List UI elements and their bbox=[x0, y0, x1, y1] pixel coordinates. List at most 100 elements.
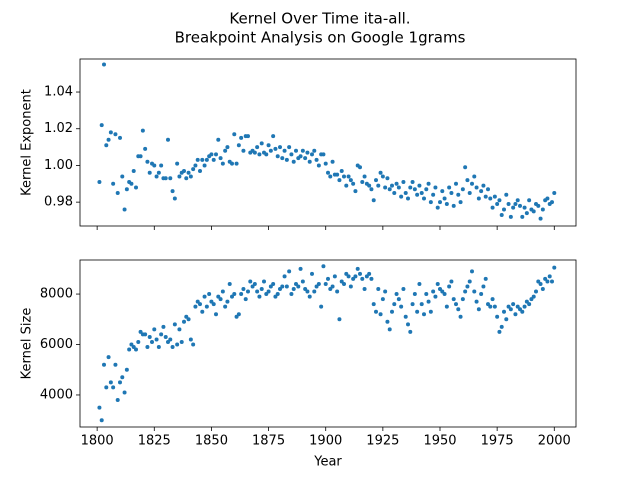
point bbox=[394, 181, 399, 186]
point bbox=[415, 309, 420, 314]
point bbox=[504, 317, 509, 322]
point bbox=[230, 161, 234, 166]
point bbox=[362, 287, 367, 292]
point bbox=[488, 304, 493, 309]
point bbox=[415, 192, 420, 197]
point bbox=[243, 297, 248, 302]
point bbox=[408, 185, 413, 190]
point bbox=[124, 367, 129, 372]
point bbox=[476, 307, 481, 312]
point bbox=[118, 135, 122, 140]
point bbox=[182, 319, 186, 324]
point bbox=[358, 271, 362, 276]
point bbox=[426, 181, 431, 186]
point bbox=[499, 324, 504, 329]
point bbox=[319, 304, 324, 309]
point bbox=[143, 146, 148, 151]
point bbox=[547, 274, 552, 279]
point bbox=[271, 134, 276, 139]
point bbox=[223, 148, 228, 153]
point bbox=[492, 194, 497, 199]
point bbox=[163, 176, 168, 181]
point bbox=[490, 297, 495, 302]
point bbox=[449, 279, 454, 284]
point bbox=[186, 170, 191, 175]
point bbox=[154, 174, 159, 179]
point bbox=[410, 179, 415, 184]
point bbox=[223, 304, 228, 309]
point bbox=[511, 205, 516, 210]
point bbox=[102, 362, 106, 367]
point bbox=[280, 284, 285, 289]
point bbox=[339, 168, 344, 173]
point bbox=[147, 334, 152, 339]
point bbox=[470, 269, 474, 274]
point bbox=[426, 299, 431, 304]
point bbox=[113, 362, 118, 367]
point bbox=[184, 176, 189, 181]
point bbox=[312, 289, 317, 294]
point bbox=[540, 207, 545, 212]
point bbox=[419, 190, 424, 195]
point bbox=[335, 172, 340, 177]
y-tick-label: 1.00 bbox=[44, 158, 73, 173]
point bbox=[435, 205, 440, 210]
point bbox=[262, 279, 266, 284]
point bbox=[495, 314, 500, 319]
x-tick-label: 1975 bbox=[481, 434, 514, 449]
point bbox=[431, 289, 436, 294]
point bbox=[378, 312, 383, 317]
point bbox=[465, 178, 470, 183]
point bbox=[472, 174, 477, 179]
point bbox=[211, 302, 216, 307]
point bbox=[351, 181, 356, 186]
point bbox=[115, 190, 120, 195]
y-tick-label: 0.98 bbox=[44, 195, 73, 210]
point bbox=[113, 132, 118, 137]
point bbox=[225, 145, 230, 150]
point bbox=[104, 143, 109, 148]
point bbox=[383, 289, 388, 294]
point bbox=[287, 145, 292, 150]
point bbox=[239, 135, 244, 140]
point bbox=[540, 287, 545, 292]
point bbox=[134, 347, 138, 352]
point bbox=[115, 398, 120, 403]
point bbox=[417, 183, 422, 188]
point bbox=[332, 274, 337, 279]
point bbox=[371, 302, 376, 307]
point bbox=[264, 152, 269, 157]
point bbox=[392, 190, 397, 195]
point bbox=[232, 132, 237, 137]
point bbox=[428, 309, 433, 314]
point bbox=[321, 264, 326, 269]
point bbox=[284, 284, 289, 289]
point bbox=[275, 292, 280, 297]
point bbox=[200, 309, 205, 314]
point bbox=[99, 123, 104, 128]
point bbox=[380, 297, 385, 302]
point bbox=[172, 322, 177, 327]
point bbox=[433, 294, 438, 299]
point bbox=[424, 187, 429, 192]
point bbox=[442, 292, 447, 297]
point bbox=[502, 207, 506, 212]
point bbox=[289, 292, 294, 297]
point bbox=[172, 196, 177, 201]
point bbox=[170, 189, 175, 194]
point bbox=[474, 185, 479, 190]
point bbox=[138, 154, 143, 159]
point bbox=[527, 302, 532, 307]
point bbox=[204, 304, 209, 309]
point bbox=[442, 196, 447, 201]
point bbox=[305, 150, 310, 155]
point bbox=[396, 297, 401, 302]
point bbox=[460, 297, 465, 302]
point bbox=[504, 192, 509, 197]
point bbox=[234, 161, 239, 166]
point bbox=[255, 289, 260, 294]
point bbox=[248, 279, 253, 284]
point bbox=[346, 274, 351, 279]
point bbox=[289, 152, 294, 157]
point bbox=[166, 137, 170, 142]
